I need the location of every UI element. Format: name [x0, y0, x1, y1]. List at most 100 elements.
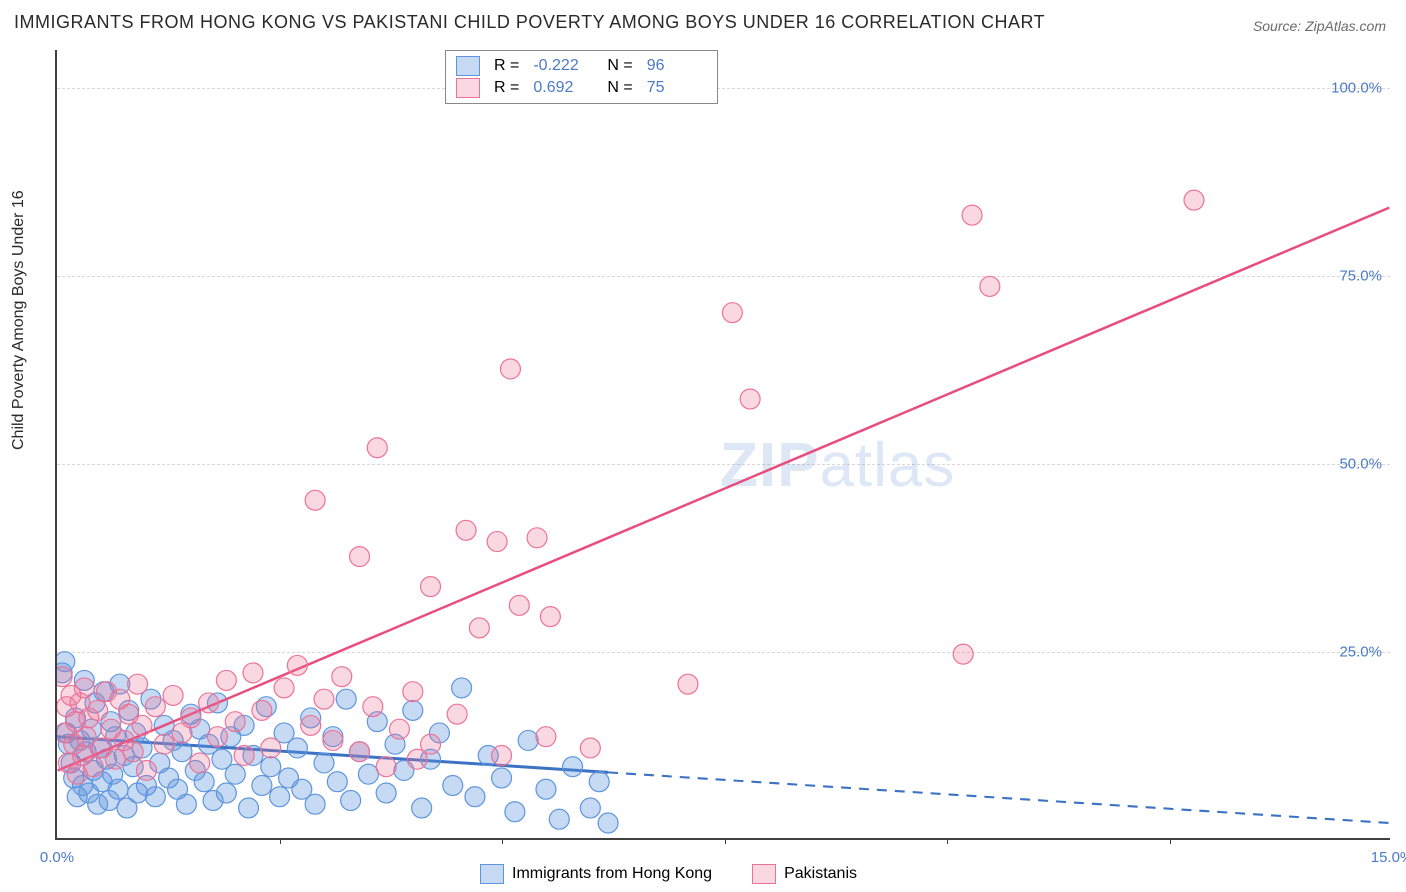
- correlation-legend: R =-0.222N =96R =0.692N =75: [445, 50, 718, 104]
- point-hk: [412, 798, 432, 818]
- point-hk: [252, 775, 272, 795]
- corr-row-hk: R =-0.222N =96: [456, 55, 707, 77]
- point-hk: [443, 775, 463, 795]
- point-pk: [740, 389, 760, 409]
- point-pk: [199, 693, 219, 713]
- point-hk: [536, 779, 556, 799]
- point-hk: [194, 772, 214, 792]
- point-hk: [358, 764, 378, 784]
- point-pk: [456, 520, 476, 540]
- point-pk: [305, 490, 325, 510]
- r-value: -0.222: [533, 57, 593, 75]
- point-hk: [261, 757, 281, 777]
- point-pk: [132, 715, 152, 735]
- point-pk: [492, 745, 512, 765]
- point-pk: [447, 704, 467, 724]
- point-hk: [492, 768, 512, 788]
- trend-line-pk: [58, 208, 1390, 771]
- point-pk: [88, 700, 108, 720]
- legend-label: Pakistanis: [784, 865, 857, 883]
- y-axis-title: Child Poverty Among Boys Under 16: [10, 190, 28, 450]
- source-name: ZipAtlas.com: [1305, 18, 1386, 34]
- point-pk: [469, 618, 489, 638]
- point-hk: [403, 700, 423, 720]
- legend-label: Immigrants from Hong Kong: [512, 865, 712, 883]
- point-pk: [225, 712, 245, 732]
- point-hk: [341, 791, 361, 811]
- point-hk: [518, 730, 538, 750]
- point-hk: [452, 678, 472, 698]
- legend-item-pk: Pakistanis: [752, 864, 857, 884]
- point-pk: [389, 719, 409, 739]
- plot-area: 25.0%50.0%75.0%100.0%0.0%15.0%: [55, 50, 1390, 840]
- point-hk: [270, 787, 290, 807]
- point-pk: [363, 697, 383, 717]
- n-label: N =: [607, 79, 632, 97]
- point-pk: [350, 547, 370, 567]
- point-hk: [580, 798, 600, 818]
- point-pk: [323, 730, 343, 750]
- point-pk: [350, 742, 370, 762]
- xtick-mark: [1170, 838, 1171, 844]
- point-pk: [376, 757, 396, 777]
- point-pk: [580, 738, 600, 758]
- point-pk: [421, 577, 441, 597]
- xtick-mark: [502, 838, 503, 844]
- point-pk: [953, 644, 973, 664]
- point-pk: [274, 678, 294, 698]
- point-pk: [234, 745, 254, 765]
- xtick-label: 0.0%: [40, 849, 74, 866]
- point-pk: [1184, 190, 1204, 210]
- point-pk: [722, 303, 742, 323]
- point-pk: [536, 727, 556, 747]
- point-hk: [287, 738, 307, 758]
- point-pk: [74, 678, 94, 698]
- point-pk: [208, 727, 228, 747]
- scatter-svg: [57, 50, 1390, 838]
- point-hk: [327, 772, 347, 792]
- point-hk: [145, 787, 165, 807]
- point-pk: [314, 689, 334, 709]
- corr-row-pk: R =0.692N =75: [456, 77, 707, 99]
- point-pk: [57, 667, 72, 687]
- point-pk: [123, 742, 143, 762]
- point-hk: [549, 809, 569, 829]
- point-hk: [563, 757, 583, 777]
- point-pk: [105, 749, 125, 769]
- swatch-icon: [456, 56, 480, 76]
- n-value: 96: [647, 57, 707, 75]
- swatch-icon: [456, 78, 480, 98]
- point-hk: [176, 794, 196, 814]
- swatch-icon: [752, 864, 776, 884]
- point-pk: [332, 667, 352, 687]
- point-pk: [145, 697, 165, 717]
- xtick-mark: [280, 838, 281, 844]
- point-pk: [540, 607, 560, 627]
- point-pk: [216, 670, 236, 690]
- point-pk: [83, 757, 103, 777]
- point-pk: [403, 682, 423, 702]
- point-pk: [252, 700, 272, 720]
- point-pk: [962, 205, 982, 225]
- point-pk: [181, 708, 201, 728]
- point-hk: [589, 772, 609, 792]
- point-pk: [301, 715, 321, 735]
- legend-item-hk: Immigrants from Hong Kong: [480, 864, 712, 884]
- point-pk: [487, 532, 507, 552]
- xtick-label: 15.0%: [1371, 849, 1406, 866]
- point-hk: [305, 794, 325, 814]
- point-hk: [172, 742, 192, 762]
- xtick-mark: [725, 838, 726, 844]
- r-value: 0.692: [533, 79, 593, 97]
- point-pk: [163, 685, 183, 705]
- point-pk: [287, 655, 307, 675]
- point-hk: [336, 689, 356, 709]
- n-label: N =: [607, 57, 632, 75]
- point-hk: [598, 813, 618, 833]
- point-hk: [216, 783, 236, 803]
- r-label: R =: [494, 79, 519, 97]
- swatch-icon: [480, 864, 504, 884]
- xtick-mark: [947, 838, 948, 844]
- source-prefix: Source:: [1253, 18, 1305, 34]
- point-pk: [678, 674, 698, 694]
